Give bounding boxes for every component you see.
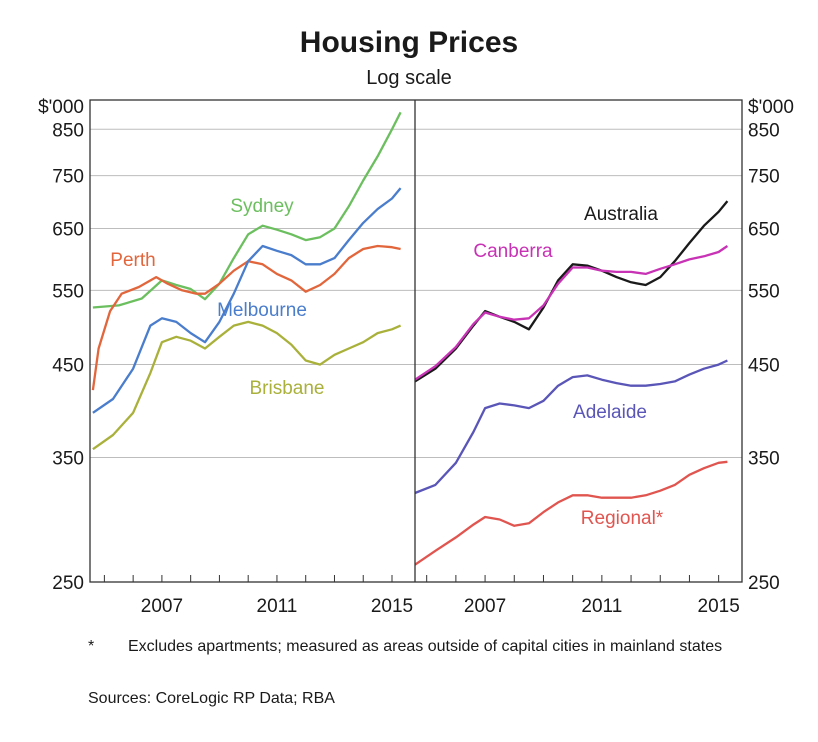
series-label-canberra: Canberra [473,241,553,262]
y-tick-label-right-750: 750 [748,167,780,188]
series-lines [91,111,729,566]
series-label-regional: Regional* [581,508,664,529]
y-tick-label-right-650: 650 [748,220,780,241]
y-tick-label-left-750: 750 [52,167,84,188]
footnote-text: Excludes apartments; measured as areas o… [128,638,723,655]
x-tick-label-left-2011: 2011 [257,596,298,617]
y-tick-label-left-850: 850 [52,120,84,141]
y-tick-label-left-650: 650 [52,220,84,241]
y-tick-label-left-450: 450 [52,356,84,377]
chart-frame [89,99,743,583]
y-tick-label-right-450: 450 [748,356,780,377]
series-line-canberra [414,245,729,381]
series-label-sydney: Sydney [230,196,294,217]
y-tick-label-right-850: 850 [748,120,780,141]
y-tick-label-left-550: 550 [52,281,84,302]
x-tick-label-right-2011: 2011 [581,596,622,617]
x-tick-label-left-2015: 2015 [371,596,413,617]
series-labels: Sydney Perth Melbourne Brisbane Australia Can… [110,196,664,529]
series-label-melbourne: Melbourne [217,300,307,321]
series-line-regional [414,460,728,566]
series-line-melbourne [92,187,402,414]
series-label-perth: Perth [110,250,155,271]
y-tick-label-right-250: 250 [748,573,780,594]
x-tick-label-left-2007: 2007 [141,596,183,617]
series-line-perth [91,244,401,391]
series-line-brisbane [92,320,402,451]
y-tick-label-right-350: 350 [748,449,780,470]
series-line-adelaide [414,359,728,495]
plot-border [89,99,743,583]
axis-labels: 2007 2011 2015 2007 2011 2015 250 350 450 550 650 7… [38,97,794,617]
chart-title: Housing Prices [299,26,519,59]
y-tick-label-left-350: 350 [52,449,84,470]
y-unit-label-left: $'000 [38,97,84,118]
x-tick-label-right-2007: 2007 [464,596,506,617]
y-tick-label-left-250: 250 [52,573,84,594]
y-unit-label-right: $'000 [748,97,794,118]
series-label-australia: Australia [584,204,658,225]
chart-subtitle: Log scale [366,67,452,89]
x-tick-label-right-2015: 2015 [698,596,740,617]
series-label-brisbane: Brisbane [250,378,325,399]
gridlines [90,128,742,459]
sources-note: Sources: CoreLogic RP Data; RBA [88,690,335,707]
y-tick-label-right-550: 550 [748,281,780,302]
footnote-marker: * [88,638,95,655]
series-label-adelaide: Adelaide [573,402,647,423]
